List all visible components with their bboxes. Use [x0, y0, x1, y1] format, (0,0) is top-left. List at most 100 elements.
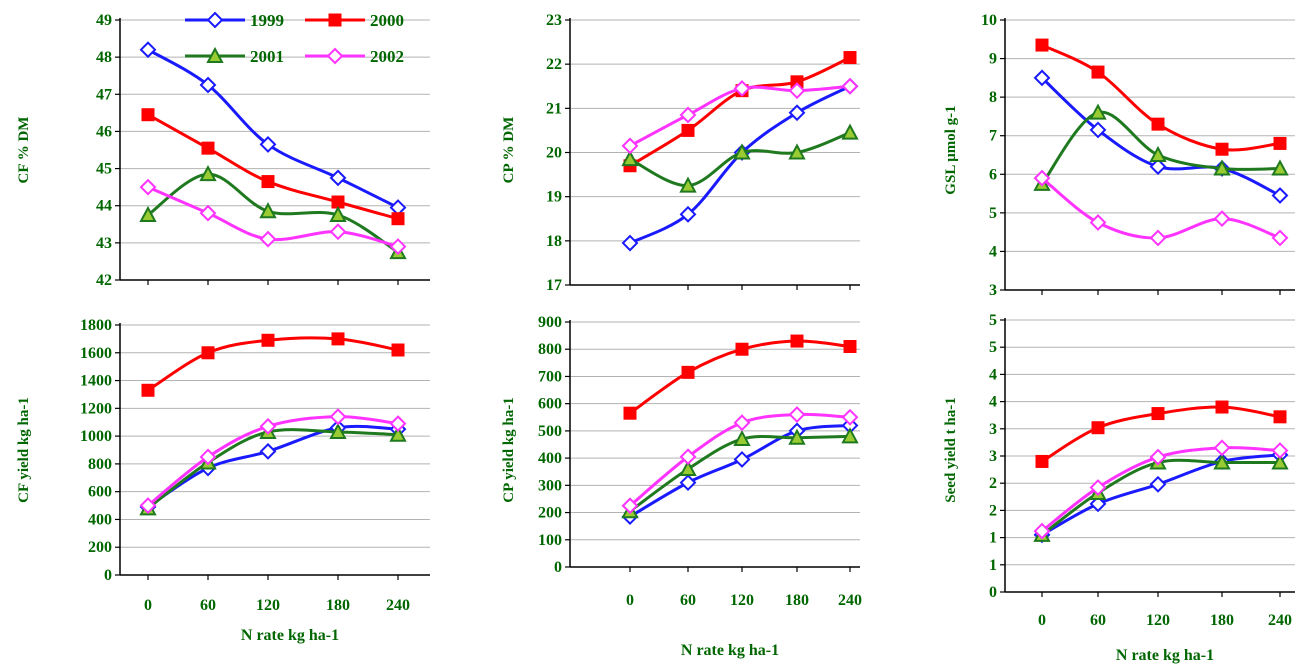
data-point-2000 [1035, 454, 1049, 468]
data-point-2000 [261, 333, 275, 347]
data-point-2002 [139, 178, 157, 196]
y-tick-label: 47 [96, 86, 112, 103]
data-point-2001 [199, 165, 217, 182]
data-point-2001 [679, 459, 697, 476]
chart-panel-1: 42 43 44 45 46 47 48 49 CF % DM [16, 12, 430, 289]
data-point-2001 [1213, 159, 1231, 176]
data-point-2002 [1033, 169, 1051, 187]
data-point-2000 [331, 332, 345, 346]
y-axis-label: CP % DM [501, 117, 517, 184]
data-point-2001 [679, 176, 697, 193]
y-axis-label: CP yield kg ha-1 [501, 397, 517, 502]
data-point-2002 [199, 448, 217, 466]
x-axis-label: N rate kg ha-1 [1116, 647, 1214, 664]
data-point-2000 [1035, 38, 1049, 52]
y-tick-label: 200 [88, 539, 112, 556]
data-point-2000 [681, 123, 695, 137]
data-point-2001 [841, 123, 859, 140]
y-tick-label: 1600 [80, 345, 112, 362]
data-point-2001 [733, 143, 751, 160]
y-tick-label: 1400 [80, 373, 112, 390]
data-point-2000 [141, 108, 155, 122]
data-point-2001 [788, 428, 806, 445]
data-point-2001 [788, 143, 806, 160]
data-point-2001 [733, 429, 751, 447]
data-point-2002 [199, 204, 217, 222]
y-tick-label: 400 [538, 450, 562, 467]
data-point-2002 [259, 230, 277, 248]
y-axis-label: CF yield kg ha-1 [16, 397, 32, 503]
y-tick-label: 400 [88, 511, 112, 528]
x-tick-label: 180 [785, 592, 809, 609]
data-point-1999 [1089, 495, 1107, 513]
data-point-2001 [1089, 103, 1107, 120]
data-point-2000 [391, 212, 405, 226]
data-point-2002 [1033, 522, 1051, 540]
data-point-2002 [329, 408, 347, 426]
data-point-1999 [329, 169, 347, 187]
y-tick-label: 10 [981, 12, 997, 29]
y-tick-label: 900 [538, 314, 562, 331]
data-point-2000 [1151, 407, 1165, 421]
y-tick-label: 22 [546, 56, 562, 73]
x-tick-label: 60 [1090, 612, 1106, 629]
data-point-1999 [1033, 69, 1051, 87]
y-tick-label: 300 [538, 477, 562, 494]
data-point-2002 [1271, 229, 1289, 247]
y-tick-label: 49 [96, 12, 112, 29]
y-tick-label: 600 [538, 396, 562, 413]
legend: 1999 2000 2001 2002 [185, 11, 404, 66]
data-point-2001 [1271, 159, 1289, 176]
x-tick-label: 120 [730, 592, 754, 609]
y-axis-label: CF % DM [16, 117, 32, 184]
chart-panel-3: 3 4 5 6 7 8 9 10 GSL μmol g-1 [943, 12, 1295, 299]
series-line-2001 [629, 434, 851, 513]
data-point-2001 [259, 202, 277, 219]
y-tick-label: 44 [96, 198, 112, 215]
data-point-2000 [1273, 136, 1287, 150]
y-tick-label: 5 [989, 312, 997, 329]
y-tick-label: 23 [546, 12, 562, 29]
data-point-2000 [1091, 421, 1105, 435]
data-point-1999 [679, 474, 697, 492]
data-point-2000 [623, 406, 637, 420]
y-tick-label: 5 [989, 339, 997, 356]
data-point-2002 [1149, 448, 1167, 466]
data-point-2000 [843, 340, 857, 353]
data-point-2002 [389, 415, 407, 433]
y-tick-label: 3 [989, 421, 997, 438]
x-tick-label: 0 [626, 592, 634, 609]
data-point-2002 [1089, 479, 1107, 496]
y-tick-label: 1 [989, 557, 997, 574]
y-tick-label: 4 [989, 394, 997, 411]
data-point-1999 [1149, 158, 1167, 175]
legend-label-2001: 2001 [250, 47, 284, 66]
y-tick-label: 4 [989, 366, 997, 383]
data-point-2002 [788, 82, 806, 100]
y-tick-label: 2 [989, 502, 997, 519]
x-tick-label: 240 [1268, 612, 1292, 629]
data-point-2002 [841, 77, 859, 95]
data-point-1999 [1089, 121, 1107, 139]
y-tick-label: 5 [989, 205, 997, 222]
data-point-2002 [679, 448, 697, 466]
data-point-2001 [1271, 453, 1289, 470]
data-point-2002 [621, 137, 639, 155]
legend-label-1999: 1999 [250, 11, 284, 30]
chart-panel-5: 0 100 200 300 400 500 600 700 800 900 0 60 120 180 240… [501, 314, 862, 659]
legend-marker-2002 [326, 47, 344, 65]
data-point-2001 [1213, 453, 1231, 470]
data-point-2002 [733, 80, 751, 97]
data-point-2002 [621, 497, 639, 515]
legend-label-2000: 2000 [370, 11, 404, 30]
chart-panel-2: 17 18 19 20 21 22 23 CP % DM [501, 12, 860, 294]
y-tick-label: 100 [538, 532, 562, 549]
y-tick-label: 46 [96, 123, 112, 140]
y-tick-label: 0 [989, 584, 997, 601]
y-tick-label: 0 [104, 567, 112, 584]
data-point-2001 [389, 425, 407, 442]
legend-marker-2000 [328, 13, 342, 27]
data-point-2002 [1089, 214, 1107, 231]
y-tick-label: 7 [989, 128, 997, 145]
